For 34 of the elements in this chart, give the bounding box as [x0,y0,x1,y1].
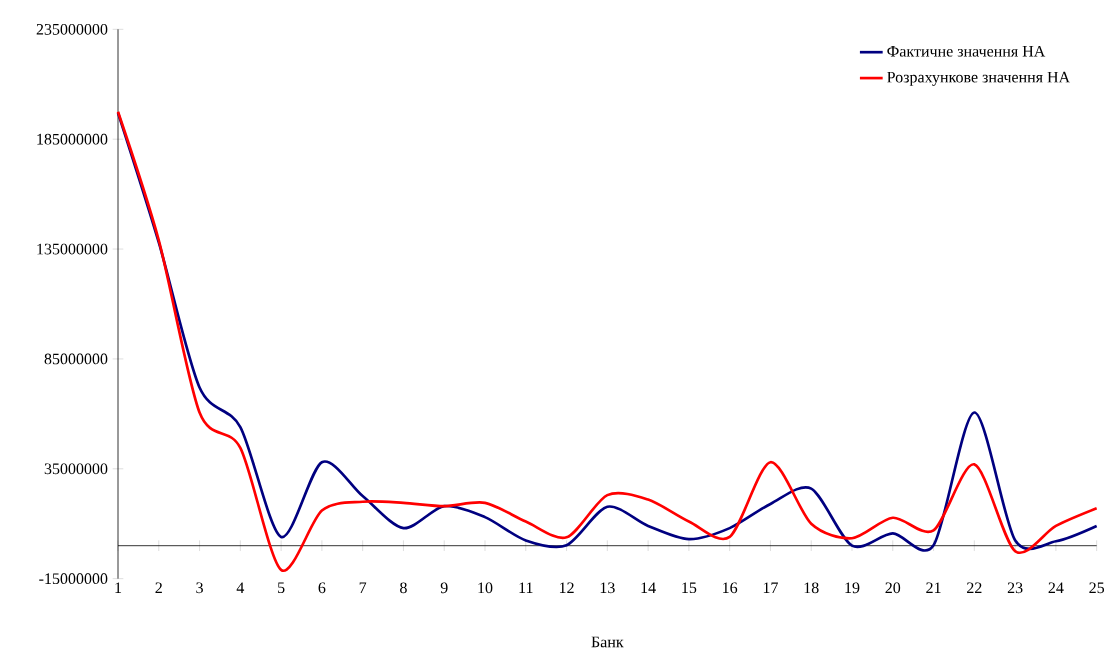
y-tick-label: 35000000 [44,463,108,475]
x-tick-label: 2 [155,582,162,593]
x-tick-label: 4 [236,582,245,593]
x-tick-label: 17 [763,582,778,593]
x-tick-label: 3 [196,582,203,594]
y-tick-label: 85000000 [44,353,108,365]
x-tick-label: 22 [967,582,982,593]
y-tick-label: 235000000 [36,23,108,35]
x-tick-label: 19 [845,582,860,594]
x-tick-label: 13 [600,582,615,594]
x-tick-label: 8 [400,582,407,594]
x-tick-label: 20 [885,582,901,594]
x-tick-label: 21 [926,582,941,593]
x-tick-label: 7 [359,582,367,593]
x-tick-label: 5 [278,582,285,594]
y-tick-label: -15000000 [39,573,108,585]
x-tick-label: 25 [1089,582,1105,594]
x-axis-title: Банк [591,636,624,648]
x-tick-label: 9 [440,582,448,594]
x-tick-label: 14 [641,582,656,593]
x-tick-label: 10 [478,582,493,594]
x-tick-label: 18 [804,582,819,594]
x-tick-label: 23 [1007,582,1023,594]
x-tick-label: 16 [723,582,738,594]
x-tick-label: 11 [519,582,533,593]
x-tick-label: 6 [318,582,326,594]
legend-label: Фактичне значення НА [887,45,1046,57]
x-tick-label: 12 [559,582,574,593]
x-tick-label: 15 [682,582,697,594]
y-tick-label: 135000000 [37,243,108,255]
legend-label: Розрахункове значення НА [887,71,1071,86]
x-tick-label: 24 [1048,582,1064,593]
x-tick-label: 1 [115,582,122,593]
y-tick-label: 185000000 [37,133,108,145]
